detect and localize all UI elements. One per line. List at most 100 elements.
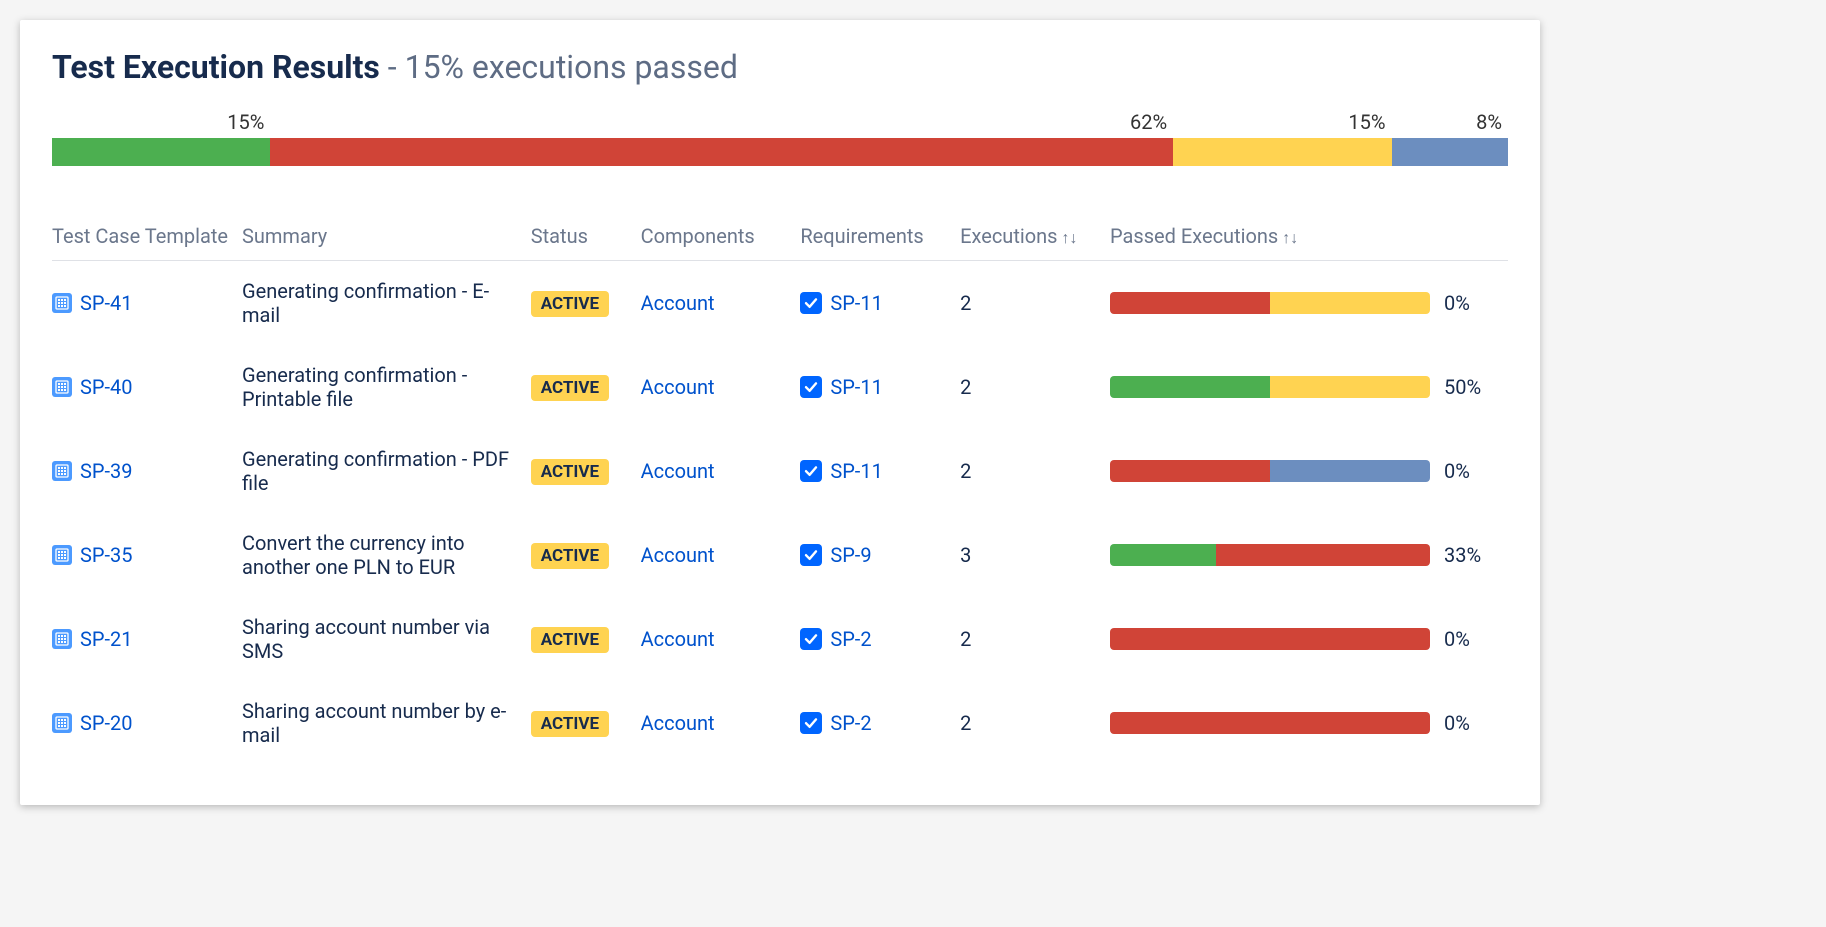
component-link[interactable]: Account: [641, 627, 715, 651]
bar-segment: [1110, 628, 1430, 650]
sort-icon: ↑↓: [1062, 228, 1078, 248]
test-case-link[interactable]: SP-20: [80, 711, 133, 735]
test-case-link[interactable]: SP-41: [80, 291, 133, 315]
executions-count: 3: [960, 513, 1110, 597]
requirement-check-icon: [800, 376, 822, 398]
bar-segment: [1270, 460, 1430, 482]
test-case-icon: [52, 293, 72, 313]
requirement-check-icon: [800, 628, 822, 650]
passed-percent: 33%: [1444, 543, 1496, 567]
test-case-icon: [52, 377, 72, 397]
component-link[interactable]: Account: [641, 291, 715, 315]
status-badge: ACTIVE: [531, 459, 609, 485]
summary-segment: [52, 138, 270, 166]
requirement-link[interactable]: SP-2: [830, 711, 871, 735]
test-execution-results-panel: Test Execution Results - 15% executions …: [20, 20, 1540, 805]
summary-segment: [1173, 138, 1391, 166]
bar-segment: [1110, 292, 1270, 314]
table-row: SP-20 Sharing account number by e-mail ACT…: [52, 681, 1508, 765]
sort-icon: ↑↓: [1282, 228, 1298, 248]
executions-count: 2: [960, 597, 1110, 681]
requirement-link[interactable]: SP-9: [830, 543, 871, 567]
summary-segment-label: 62%: [270, 110, 1173, 134]
test-case-icon: [52, 545, 72, 565]
status-badge: ACTIVE: [531, 291, 609, 317]
bar-segment: [1216, 544, 1430, 566]
test-case-link[interactable]: SP-21: [80, 627, 133, 651]
requirement-link[interactable]: SP-11: [830, 375, 883, 399]
requirement-link[interactable]: SP-11: [830, 459, 883, 483]
executions-count: 2: [960, 429, 1110, 513]
passed-executions-bar: [1110, 712, 1430, 734]
requirement-check-icon: [800, 712, 822, 734]
passed-percent: 0%: [1444, 291, 1496, 315]
requirement-check-icon: [800, 544, 822, 566]
col-header-template[interactable]: Test Case Template: [52, 214, 242, 261]
passed-executions-bar: [1110, 544, 1430, 566]
requirement-check-icon: [800, 460, 822, 482]
summary-bar-container: 15%62%15%8%: [52, 110, 1508, 166]
executions-count: 2: [960, 681, 1110, 765]
test-case-icon: [52, 461, 72, 481]
title-main: Test Execution Results: [52, 48, 380, 86]
table-row: SP-39Generating confirmation - PDF fileA…: [52, 429, 1508, 513]
status-badge: ACTIVE: [531, 543, 609, 569]
bar-segment: [1270, 292, 1430, 314]
summary-bar: [52, 138, 1508, 166]
bar-segment: [1110, 544, 1216, 566]
passed-executions-bar: [1110, 376, 1430, 398]
summary-segment: [270, 138, 1173, 166]
component-link[interactable]: Account: [641, 375, 715, 399]
summary-text: Convert the currency into another one PL…: [242, 531, 512, 579]
summary-segment-label: 15%: [52, 110, 270, 134]
executions-count: 2: [960, 261, 1110, 346]
component-link[interactable]: Account: [641, 459, 715, 483]
title-separator: -: [380, 48, 405, 86]
executions-count: 2: [960, 345, 1110, 429]
test-case-icon: [52, 629, 72, 649]
summary-segment-label: 8%: [1392, 110, 1508, 134]
bar-segment: [1270, 376, 1430, 398]
status-badge: ACTIVE: [531, 375, 609, 401]
col-header-status[interactable]: Status: [531, 214, 641, 261]
summary-text: Generating confirmation - Printable file: [242, 363, 512, 411]
col-header-passed[interactable]: Passed Executions↑↓: [1110, 214, 1508, 261]
test-case-link[interactable]: SP-40: [80, 375, 133, 399]
title-sub: 15% executions passed: [405, 48, 738, 86]
passed-percent: 0%: [1444, 627, 1496, 651]
requirement-link[interactable]: SP-2: [830, 627, 871, 651]
status-badge: ACTIVE: [531, 711, 609, 737]
component-link[interactable]: Account: [641, 543, 715, 567]
summary-segment: [1392, 138, 1508, 166]
test-case-link[interactable]: SP-39: [80, 459, 133, 483]
bar-segment: [1110, 712, 1430, 734]
col-header-requirements[interactable]: Requirements: [800, 214, 960, 261]
panel-title: Test Execution Results - 15% executions …: [52, 48, 1508, 86]
results-table: Test Case Template Summary Status Compon…: [52, 214, 1508, 765]
requirement-check-icon: [800, 292, 822, 314]
passed-executions-bar: [1110, 292, 1430, 314]
passed-percent: 0%: [1444, 459, 1496, 483]
passed-percent: 0%: [1444, 711, 1496, 735]
test-case-icon: [52, 713, 72, 733]
table-row: SP-41 Generating confirmation - E-mail ACT…: [52, 261, 1508, 346]
col-header-summary[interactable]: Summary: [242, 214, 531, 261]
summary-text: Sharing account number by e-mail: [242, 699, 512, 747]
passed-percent: 50%: [1444, 375, 1496, 399]
summary-text: Generating confirmation - E-mail: [242, 279, 512, 327]
col-header-components[interactable]: Components: [641, 214, 801, 261]
status-badge: ACTIVE: [531, 627, 609, 653]
summary-text: Sharing account number via SMS: [242, 615, 512, 663]
table-header-row: Test Case Template Summary Status Compon…: [52, 214, 1508, 261]
passed-executions-bar: [1110, 460, 1430, 482]
col-header-executions[interactable]: Executions↑↓: [960, 214, 1110, 261]
test-case-link[interactable]: SP-35: [80, 543, 133, 567]
table-row: SP-40 Generating confirmation - Printable…: [52, 345, 1508, 429]
summary-bar-labels: 15%62%15%8%: [52, 110, 1508, 134]
summary-segment-label: 15%: [1173, 110, 1391, 134]
table-row: SP-35 Convert the currency into another o…: [52, 513, 1508, 597]
table-row: SP-21 Sharing account number via SMS ACTIV…: [52, 597, 1508, 681]
requirement-link[interactable]: SP-11: [830, 291, 883, 315]
passed-executions-bar: [1110, 628, 1430, 650]
component-link[interactable]: Account: [641, 711, 715, 735]
